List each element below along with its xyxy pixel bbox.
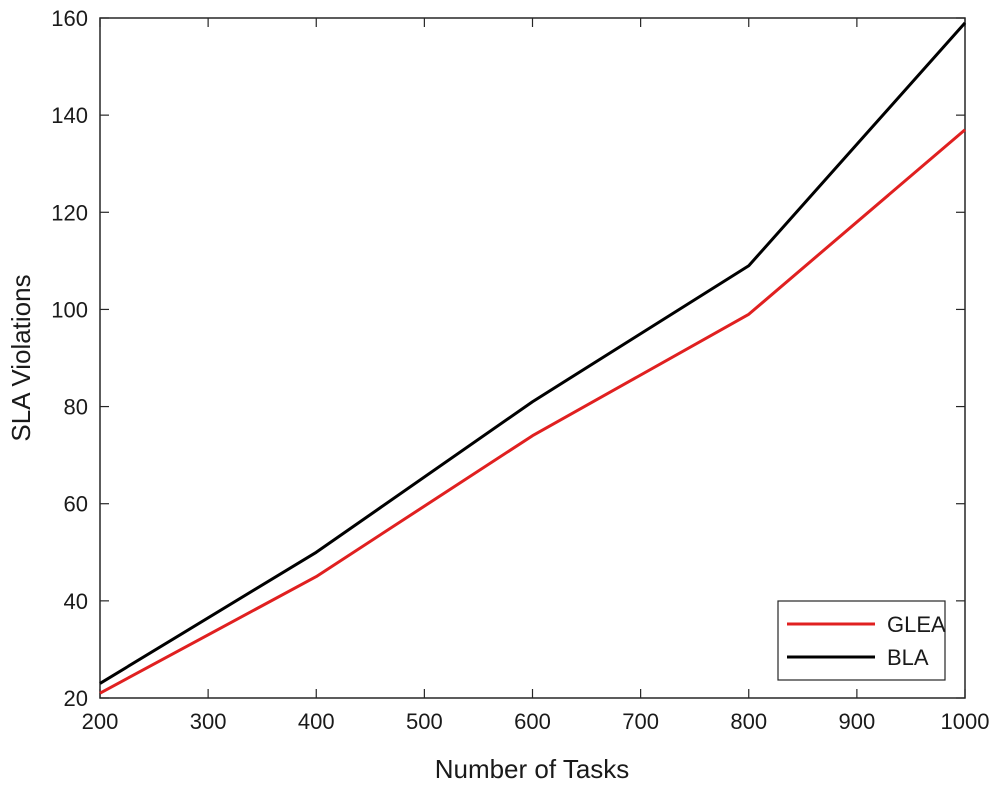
x-tick-label: 1000 — [941, 709, 990, 734]
y-tick-label: 60 — [64, 492, 88, 517]
x-tick-label: 500 — [406, 709, 443, 734]
y-tick-label: 140 — [51, 103, 88, 128]
legend-label-bla: BLA — [887, 645, 929, 670]
x-tick-label: 600 — [514, 709, 551, 734]
y-tick-label: 100 — [51, 297, 88, 322]
plot-area — [99, 17, 966, 699]
x-tick-label: 400 — [298, 709, 335, 734]
x-tick-label: 200 — [82, 709, 119, 734]
series-line-glea — [99, 128, 966, 695]
x-tick-label: 700 — [622, 709, 659, 734]
x-axis-title: Number of Tasks — [435, 754, 630, 784]
axis-ticks — [99, 17, 966, 699]
y-tick-label: 120 — [51, 200, 88, 225]
tick-labels: 200 300 400 500 600 700 800 900 1000 20 40 60 80 100 1… — [51, 6, 989, 734]
y-axis-title: SLA Violations — [6, 274, 36, 441]
series-line-bla — [99, 21, 967, 685]
y-tick-label: 160 — [51, 6, 88, 31]
y-tick-label: 20 — [64, 686, 88, 711]
y-tick-label: 40 — [64, 589, 88, 614]
y-tick-label: 80 — [64, 395, 88, 420]
x-tick-label: 800 — [730, 709, 767, 734]
x-tick-label: 300 — [190, 709, 227, 734]
legend-box — [777, 600, 946, 681]
series-lines — [99, 21, 967, 695]
legend-label-glea: GLEA — [887, 612, 946, 637]
x-tick-label: 900 — [839, 709, 876, 734]
legend: GLEA BLA — [777, 600, 946, 681]
